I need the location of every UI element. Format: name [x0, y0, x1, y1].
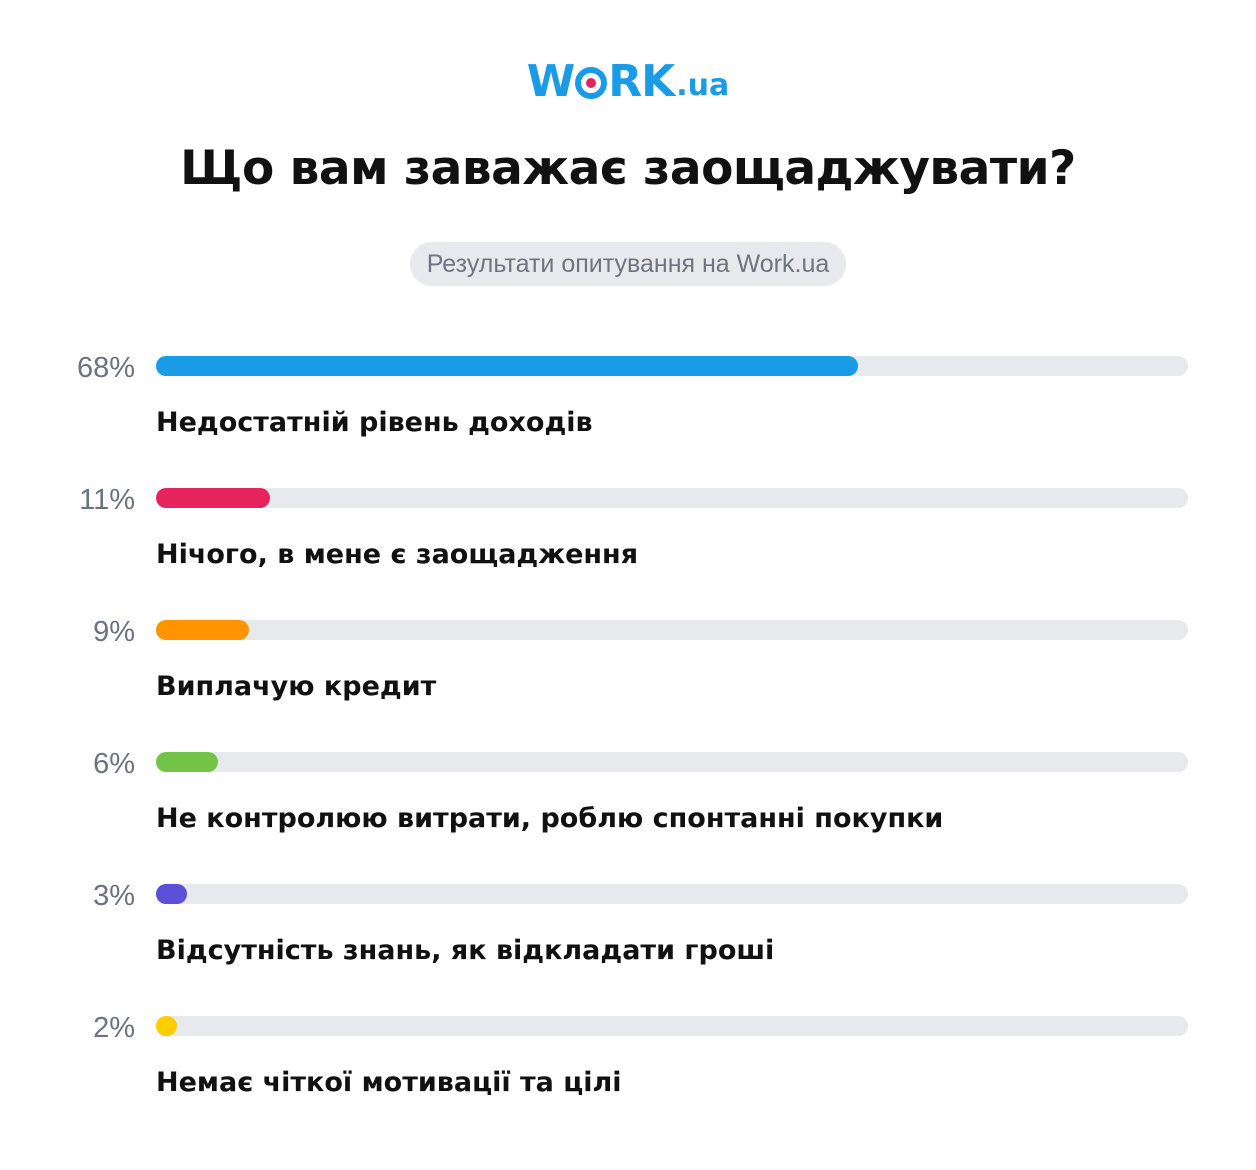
bar-fill: [156, 884, 187, 904]
bar-track: [156, 356, 1188, 376]
bar-category-label: Нічого, в мене є заощадження: [156, 539, 639, 570]
logo-suffix: .ua: [676, 68, 730, 103]
bar-category-label: Немає чіткої мотивації та цілі: [156, 1067, 622, 1098]
logo-wordmark: W RK: [526, 56, 676, 107]
bar-fill: [156, 356, 858, 376]
bar-fill: [156, 752, 218, 772]
bar-value-label: 2%: [93, 1012, 135, 1044]
bar-track: [156, 884, 1188, 904]
bar-value-label: 9%: [93, 616, 135, 648]
bar-value-label: 6%: [93, 748, 135, 780]
worka-logo: W RK .ua: [0, 56, 1256, 104]
logo-o-ring-icon: [575, 67, 608, 99]
chart-title: Що вам заважає заощаджувати?: [180, 141, 1076, 196]
bar-category-label: Відсутність знань, як відкладати гроші: [156, 935, 775, 966]
bar-row: 3% Відсутність знань, як відкладати гроші: [0, 873, 1256, 1005]
bar-value-label: 3%: [93, 880, 135, 912]
bar-row: 6% Не контролюю витрати, роблю спонтанні …: [0, 741, 1256, 873]
bar-chart-rows: 68% Недостатній рівень доходів 11% Нічого, …: [0, 345, 1256, 1137]
logo-letters-rk: RK: [608, 56, 675, 107]
bar-track: [156, 620, 1188, 640]
bar-category-label: Недостатній рівень доходів: [156, 407, 593, 438]
subtitle-container: Результати опитування на Work.ua: [0, 242, 1256, 286]
bar-row: 68% Недостатній рівень доходів: [0, 345, 1256, 477]
bar-row: 11% Нічого, в мене є заощадження: [0, 477, 1256, 609]
logo-dot-icon: [586, 78, 597, 88]
chart-subtitle-badge: Результати опитування на Work.ua: [409, 242, 847, 286]
bar-fill: [156, 1016, 177, 1036]
bar-value-label: 68%: [76, 352, 135, 384]
bar-row: 9% Виплачую кредит: [0, 609, 1256, 741]
bar-row: 2% Немає чіткої мотивації та цілі: [0, 1005, 1256, 1137]
bar-fill: [156, 620, 249, 640]
bar-value-label: 11%: [79, 484, 135, 516]
bar-fill: [156, 488, 270, 508]
bar-track: [156, 488, 1188, 508]
logo-letter-w: W: [526, 56, 576, 107]
bar-track: [156, 1016, 1188, 1036]
bar-category-label: Виплачую кредит: [156, 671, 437, 702]
bar-category-label: Не контролюю витрати, роблю спонтанні по…: [156, 803, 944, 834]
bar-track: [156, 752, 1188, 772]
